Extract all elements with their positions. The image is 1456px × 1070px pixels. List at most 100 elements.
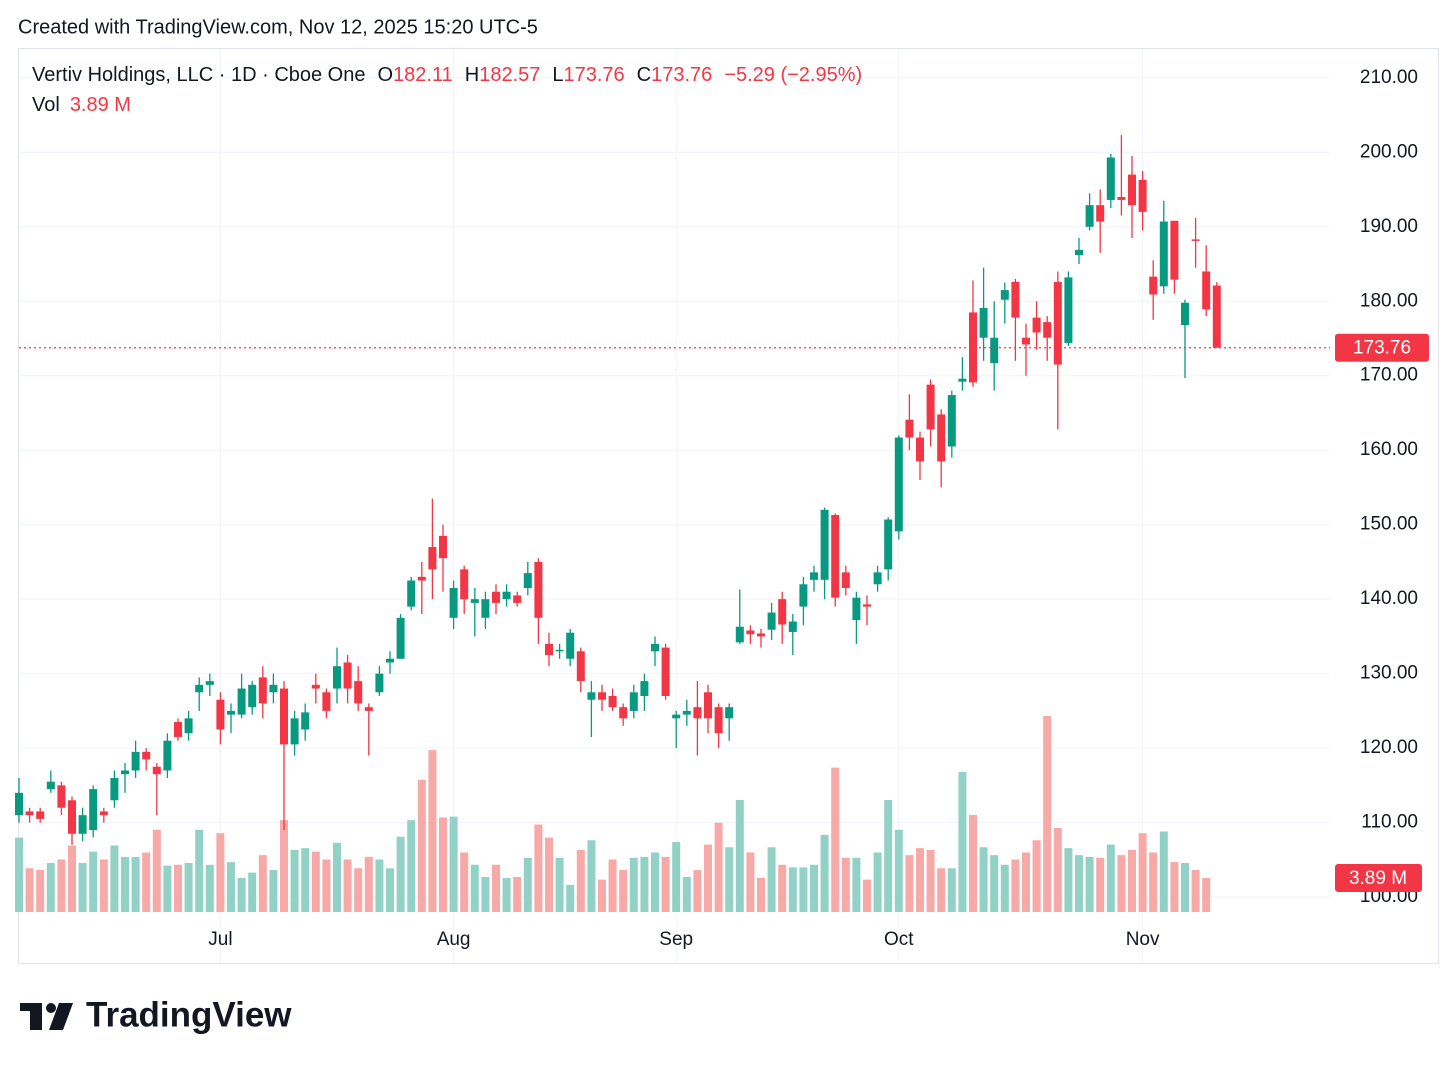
candle-body xyxy=(1075,249,1083,256)
candle-body xyxy=(820,509,829,580)
candle-body xyxy=(1064,277,1073,343)
candle-body xyxy=(661,647,670,696)
candle-body xyxy=(905,419,914,438)
y-tick-label: 170.00 xyxy=(1360,365,1418,386)
legend-symbol: Vertiv Holdings, LLC · 1D · Cboe One xyxy=(32,64,366,86)
volume-bar xyxy=(152,829,161,912)
volume-bar xyxy=(15,837,23,912)
candle-body xyxy=(545,643,553,656)
candle-body xyxy=(873,572,882,585)
volume-bar xyxy=(343,859,352,912)
legend-key: L xyxy=(552,64,563,86)
candle-body xyxy=(68,800,76,834)
candle-body xyxy=(1117,196,1126,200)
y-tick-label: 110.00 xyxy=(1361,812,1418,833)
candle-body xyxy=(566,632,575,659)
volume-bar xyxy=(1022,852,1030,912)
volume-bar xyxy=(36,870,45,912)
volume-bar xyxy=(778,864,787,912)
candle-body xyxy=(778,599,787,625)
volume-bar xyxy=(566,884,575,912)
candle-body xyxy=(841,572,850,588)
volume-bar xyxy=(68,845,76,912)
candle-body xyxy=(969,312,977,383)
candle-body xyxy=(290,718,299,745)
candle-body xyxy=(216,699,225,730)
volume-bar xyxy=(407,820,416,912)
candle-body xyxy=(301,712,310,730)
volume-bar xyxy=(1191,870,1200,912)
candle-body xyxy=(46,781,55,790)
volume-bar xyxy=(990,855,999,912)
volume-bar xyxy=(799,867,808,912)
volume-bar xyxy=(110,845,119,912)
volume-bar xyxy=(25,868,34,912)
candle-body xyxy=(704,692,712,719)
logo-icon xyxy=(20,1003,73,1030)
logo-text: TradingView xyxy=(86,995,292,1034)
candle-body xyxy=(131,751,140,771)
volume-bar xyxy=(290,849,299,912)
volume-bar xyxy=(958,772,967,912)
volume-bar xyxy=(640,856,649,912)
candle-body xyxy=(110,777,119,801)
candle-body xyxy=(152,766,161,775)
volume-bar xyxy=(386,868,394,912)
candle-body xyxy=(1138,179,1147,212)
volume-bar xyxy=(1106,844,1115,912)
volume-bar xyxy=(1053,828,1062,912)
volume-bar xyxy=(502,877,511,912)
candle-body xyxy=(587,692,596,700)
candle-body xyxy=(757,633,765,637)
y-tick-label: 190.00 xyxy=(1360,216,1418,237)
volume-bar xyxy=(184,863,193,912)
volume-bar xyxy=(863,879,871,912)
candle-body xyxy=(799,584,808,607)
candle-body xyxy=(195,684,204,693)
volume-bar xyxy=(661,856,670,912)
volume-tag xyxy=(1335,863,1422,892)
legend-change: −5.29 (−2.95%) xyxy=(724,64,862,86)
x-tick-label: Oct xyxy=(884,929,914,950)
volume-bar xyxy=(841,857,850,912)
volume-bar xyxy=(301,848,310,912)
candle-body xyxy=(555,649,564,652)
candle-body xyxy=(1096,205,1105,222)
volume-bar xyxy=(1138,833,1147,912)
candle-body xyxy=(1000,290,1009,300)
volume-bar xyxy=(916,848,924,912)
legend-line: Vol 3.89 M xyxy=(32,94,131,116)
candle-body xyxy=(608,696,617,708)
candle-body xyxy=(439,535,447,559)
volume-bar xyxy=(1149,852,1158,912)
volume-bar xyxy=(227,862,235,912)
volume-bar xyxy=(820,835,829,912)
volume-bar xyxy=(1032,840,1041,912)
candle-body xyxy=(1043,322,1052,338)
candle-body xyxy=(788,621,797,632)
y-tick-label: 180.00 xyxy=(1360,290,1418,311)
y-tick-label: 200.00 xyxy=(1360,141,1418,162)
candle-body xyxy=(1032,317,1041,333)
candle-body xyxy=(364,707,373,711)
candle-body xyxy=(947,395,956,447)
volume-bar xyxy=(1085,856,1094,912)
volume-bar xyxy=(174,864,182,912)
volume-bar xyxy=(1128,849,1136,912)
volume-bar xyxy=(969,814,977,912)
volume-bar xyxy=(417,779,426,912)
candle-body xyxy=(227,710,235,715)
chart-frame xyxy=(18,48,1439,964)
candle-body xyxy=(15,792,23,816)
volume-bar xyxy=(280,820,288,912)
candle-body xyxy=(460,569,469,600)
volume-bar xyxy=(470,864,479,912)
volume-bar xyxy=(873,852,882,912)
volume-bar xyxy=(979,847,988,912)
volume-bar xyxy=(1043,716,1052,912)
volume-bar xyxy=(884,800,893,912)
volume-bar xyxy=(142,852,151,912)
volume-bar xyxy=(767,847,776,912)
legend-key: H xyxy=(465,64,479,86)
